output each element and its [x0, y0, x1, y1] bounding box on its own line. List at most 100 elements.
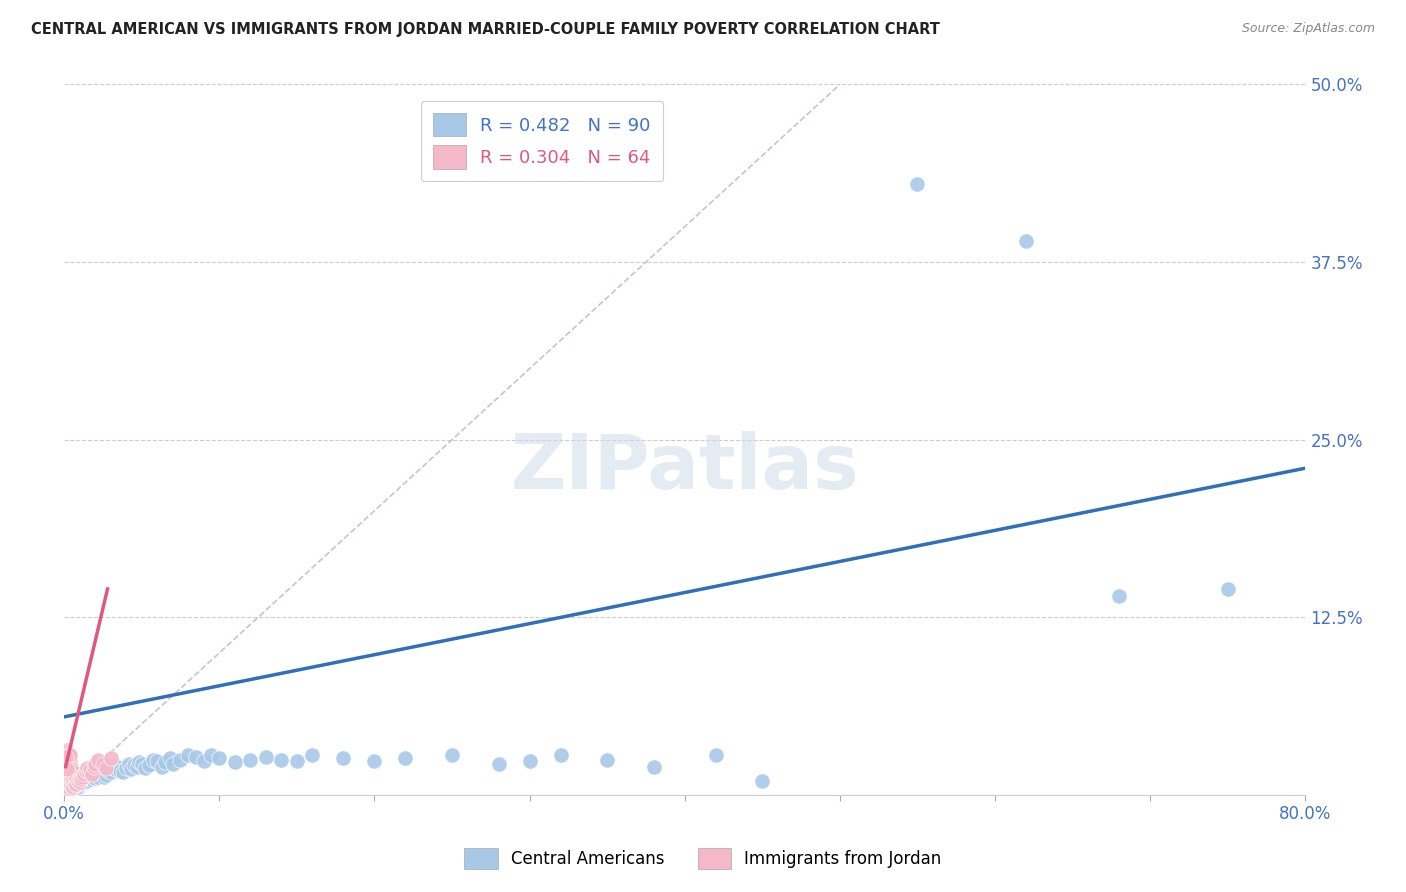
Text: Source: ZipAtlas.com: Source: ZipAtlas.com [1241, 22, 1375, 36]
Point [363, 754, 385, 768]
Point [94, 768, 117, 782]
Point [63, 778, 86, 792]
Point [59, 754, 82, 768]
Point [65, 770, 87, 784]
Point [62, 780, 84, 794]
Point [58, 784, 80, 798]
Point [63, 771, 86, 785]
Point [208, 751, 231, 765]
Point [550, 748, 572, 763]
Point [62, 765, 84, 780]
Point [751, 773, 773, 788]
Point [77, 765, 100, 780]
Point [239, 752, 262, 766]
Point [58, 780, 80, 794]
Point [72, 775, 94, 789]
Point [120, 763, 142, 777]
Point [55, 751, 77, 765]
Point [153, 756, 176, 770]
Point [63, 777, 86, 791]
Point [100, 751, 122, 765]
Point [58, 770, 80, 784]
Point [488, 756, 510, 771]
Point [200, 748, 222, 763]
Point [131, 756, 153, 771]
Point [55, 771, 77, 785]
Point [56, 778, 79, 792]
Point [285, 754, 308, 768]
Point [55, 784, 77, 798]
Point [65, 773, 87, 788]
Point [134, 761, 156, 775]
Point [519, 754, 541, 768]
Point [150, 759, 173, 773]
Point [62, 770, 84, 784]
Point [596, 752, 619, 766]
Point [66, 773, 89, 788]
Point [83, 766, 105, 780]
Point [87, 752, 110, 766]
Point [58, 758, 80, 772]
Point [69, 771, 91, 785]
Point [73, 772, 96, 787]
Legend: R = 0.482   N = 90, R = 0.304   N = 64: R = 0.482 N = 90, R = 0.304 N = 64 [420, 101, 664, 181]
Point [56, 768, 79, 782]
Point [111, 765, 134, 780]
Point [704, 748, 727, 763]
Point [62, 772, 84, 787]
Point [56, 742, 79, 756]
Point [56, 749, 79, 764]
Point [138, 758, 160, 772]
Point [69, 777, 91, 791]
Point [76, 773, 98, 788]
Point [55, 761, 77, 775]
Point [440, 748, 463, 763]
Point [55, 765, 77, 780]
Point [87, 770, 110, 784]
Point [80, 766, 103, 780]
Point [69, 775, 91, 789]
Text: ZIPatlas: ZIPatlas [510, 431, 859, 505]
Point [66, 775, 89, 789]
Point [254, 749, 277, 764]
Point [141, 752, 163, 766]
Point [100, 765, 122, 780]
Point [177, 748, 200, 763]
Point [89, 765, 111, 780]
Point [58, 784, 80, 798]
Point [84, 756, 107, 771]
Point [91, 766, 114, 780]
Point [270, 752, 292, 766]
Point [56, 746, 79, 760]
Point [58, 773, 80, 788]
Point [107, 759, 129, 773]
Point [55, 780, 77, 794]
Point [76, 768, 98, 782]
Point [169, 752, 191, 766]
Point [59, 772, 82, 787]
Legend: Central Americans, Immigrants from Jordan: Central Americans, Immigrants from Jorda… [454, 838, 952, 880]
Point [84, 771, 107, 785]
Point [58, 775, 80, 789]
Point [60, 780, 83, 795]
Point [1015, 234, 1038, 248]
Point [301, 748, 323, 763]
Point [69, 771, 91, 785]
Point [60, 770, 83, 784]
Point [70, 773, 93, 788]
Point [58, 780, 80, 794]
Point [73, 766, 96, 780]
Point [94, 761, 117, 775]
Point [55, 785, 77, 799]
Point [58, 747, 80, 761]
Point [62, 775, 84, 789]
Point [59, 777, 82, 791]
Point [59, 780, 82, 795]
Point [56, 778, 79, 792]
Point [104, 763, 127, 777]
Point [56, 782, 79, 797]
Point [59, 777, 82, 791]
Point [79, 772, 101, 787]
Point [86, 768, 108, 782]
Point [65, 777, 87, 791]
